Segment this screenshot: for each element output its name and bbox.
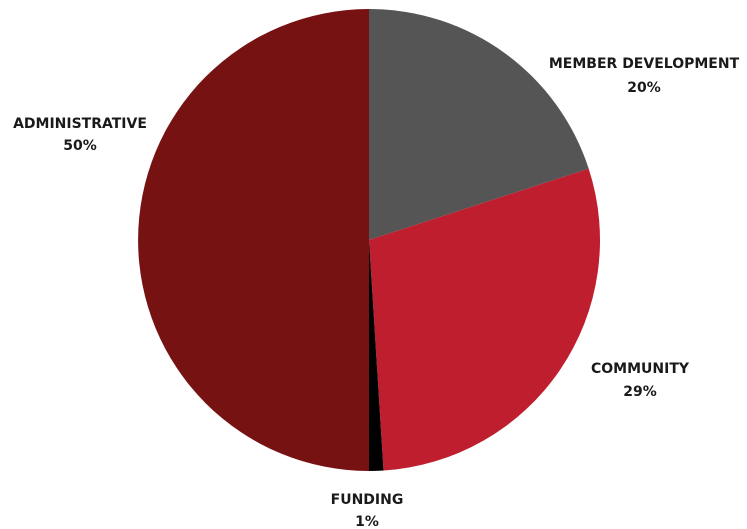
pie-slice-community [369, 168, 600, 471]
slice-value-administrative: 50% [63, 138, 97, 154]
slice-label-community: COMMUNITY [591, 361, 690, 377]
pie-slice-member-development [369, 9, 589, 240]
pie-slice-funding [369, 240, 384, 471]
pie-labels: MEMBER DEVELOPMENT 20% COMMUNITY 29% FUN… [13, 56, 739, 529]
slice-label-funding: FUNDING [331, 492, 404, 508]
slice-label-member-development: MEMBER DEVELOPMENT [549, 56, 740, 72]
slice-value-member-development: 20% [627, 80, 661, 96]
pie-slices [138, 9, 600, 471]
slice-value-community: 29% [623, 384, 657, 400]
slice-value-funding: 1% [355, 514, 379, 529]
slice-label-administrative: ADMINISTRATIVE [13, 116, 147, 132]
pie-slice-administrative [138, 9, 369, 471]
